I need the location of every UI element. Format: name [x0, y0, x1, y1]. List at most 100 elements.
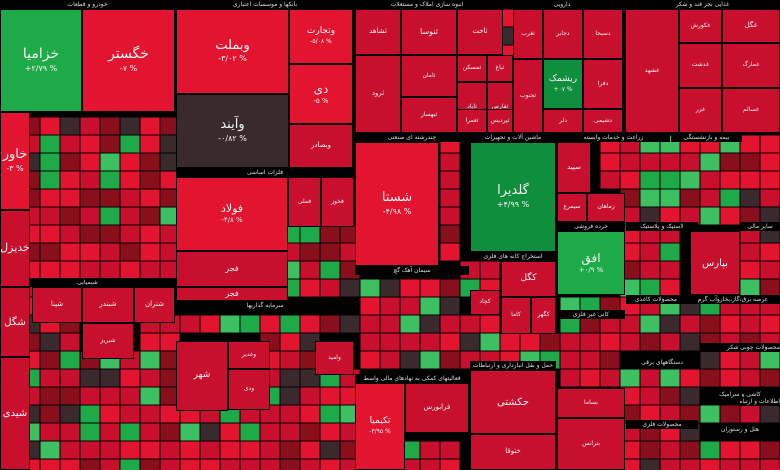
stock-tile[interactable]: ثبهساز — [401, 97, 457, 133]
stock-tile[interactable]: فولاد -۴/۸ % — [176, 177, 288, 251]
stock-tile[interactable]: فجر — [176, 287, 288, 301]
stock-tile[interactable]: ودی — [228, 369, 270, 410]
stock-tile[interactable]: دلر — [543, 109, 583, 133]
stock-symbol: ثنوسا — [420, 26, 438, 36]
sector-header: سرمایه گذاریها — [176, 301, 354, 310]
filler-tile — [120, 261, 140, 279]
stock-tile[interactable]: شبریز — [82, 323, 134, 359]
stock-tile[interactable]: ثنوسا — [401, 9, 457, 55]
stock-tile[interactable]: فرابورس — [405, 383, 469, 433]
stock-tile[interactable]: وتجارت -۵/۰۸ % — [289, 9, 353, 64]
stock-tile[interactable]: ثمسکن — [457, 55, 487, 82]
stock-tile[interactable]: کگهر — [531, 297, 556, 334]
stock-tile[interactable]: ثعمرا — [457, 109, 487, 133]
stock-tile[interactable]: بپارس — [690, 231, 740, 295]
filler-tile — [140, 423, 160, 441]
stock-tile[interactable]: ثاخت — [457, 9, 503, 55]
filler-tile — [160, 207, 180, 225]
stock-tile[interactable]: گلدیرا +۴/۹۹ % — [470, 142, 556, 252]
stock-tile[interactable]: فملی — [288, 177, 321, 227]
sector-header: زراعت و خدمات وابسته — [557, 133, 670, 142]
stock-tile[interactable]: ثباغ — [487, 55, 513, 82]
stock-tile[interactable]: وآیند -۰/۸۲ % — [176, 94, 289, 168]
stock-tile[interactable]: تکیمیا -۳/۹۵ % — [355, 383, 405, 470]
stock-tile[interactable]: دجابر — [543, 9, 583, 59]
stock-tile[interactable]: غسالم — [722, 88, 780, 133]
filler-tile — [320, 261, 340, 279]
stock-tile[interactable]: ثغرب — [513, 9, 543, 59]
stock-tile[interactable]: وامید — [315, 341, 354, 375]
stock-tile[interactable]: شیدی — [0, 357, 30, 470]
stock-symbol: ثشاهد — [369, 27, 387, 36]
stock-tile[interactable]: وبصادر — [289, 124, 353, 168]
stock-tile[interactable]: ثرود — [355, 55, 401, 133]
stock-tile[interactable]: بساما — [557, 388, 625, 418]
filler-tile — [60, 369, 80, 387]
stock-tile[interactable]: فجر — [176, 251, 288, 287]
stock-tile[interactable]: حکشتی — [470, 370, 556, 434]
stock-tile[interactable]: شگل — [0, 287, 30, 357]
stock-tile[interactable]: ریشمک +۰۷ % — [543, 59, 583, 109]
stock-tile[interactable]: خزامیا +۲/۷۹ % — [0, 9, 82, 112]
stock-tile[interactable]: دشیمی — [583, 109, 623, 133]
stock-tile[interactable]: فخوز — [321, 177, 354, 227]
stock-tile[interactable]: شهر — [176, 341, 228, 411]
stock-tile[interactable]: ثجنوب — [513, 59, 543, 133]
filler-tile — [340, 459, 360, 470]
filler-tile — [440, 297, 460, 315]
stock-tile[interactable]: ختوقا — [470, 434, 556, 470]
stock-tile[interactable]: غکورش — [679, 9, 722, 43]
filler-tile — [80, 135, 100, 153]
filler-tile — [360, 351, 380, 369]
stock-tile[interactable]: شتران — [134, 287, 175, 323]
filler-tile — [80, 261, 100, 279]
stock-tile[interactable]: غگل — [722, 9, 780, 43]
stock-tile[interactable]: دسبحا — [583, 9, 623, 59]
filler-tile — [680, 207, 700, 225]
filler-tile — [100, 225, 120, 243]
filler-tile — [200, 459, 220, 470]
stock-tile[interactable]: خاور -۳ % — [0, 112, 30, 210]
sector-header: انبوه سازی املاک و مستغلات — [355, 0, 499, 9]
stock-tile[interactable]: غشهد — [625, 9, 679, 133]
stock-tile[interactable]: بترانس — [557, 418, 625, 470]
stock-tile[interactable]: خگستر -۷ % — [82, 9, 175, 112]
stock-symbol: ثپردیس — [490, 116, 510, 124]
stock-tile[interactable]: سیمرغ — [557, 193, 587, 222]
stock-tile[interactable]: سپید — [557, 142, 591, 193]
stock-tile[interactable]: شپنا — [32, 287, 82, 323]
filler-tile — [160, 171, 180, 189]
stock-tile[interactable]: ثامان — [401, 55, 457, 97]
stock-tile[interactable]: وبملت -۳/۰۲ % — [176, 9, 289, 94]
filler-tile — [660, 369, 680, 387]
filler-tile — [580, 351, 600, 369]
stock-tile[interactable]: شبندر — [82, 287, 134, 323]
filler-tile — [320, 279, 340, 297]
filler-tile — [320, 423, 340, 441]
stock-tile[interactable]: کگل — [501, 261, 556, 297]
stock-tile[interactable]: دی -۵ % — [289, 64, 353, 124]
stock-tile[interactable]: غمارگ — [722, 43, 780, 88]
stock-symbol: فرابورس — [423, 403, 451, 412]
filler-tile — [620, 387, 640, 405]
filler-tile — [640, 387, 660, 405]
filler-tile — [740, 243, 760, 261]
stock-tile[interactable]: زماهان — [587, 193, 625, 222]
stock-tile[interactable]: وغدیر — [228, 341, 270, 369]
stock-tile[interactable]: ثپردیس — [487, 109, 513, 133]
stock-tile[interactable]: افق +۰/۹ % — [557, 231, 625, 295]
filler-tile — [740, 153, 760, 171]
stock-tile[interactable]: کچاد — [470, 290, 500, 315]
stock-symbol: شیدی — [2, 408, 28, 419]
stock-tile[interactable]: کاما — [501, 297, 531, 334]
stock-tile[interactable]: خدیزل — [0, 210, 30, 287]
stock-tile[interactable]: ثشاهد — [355, 9, 401, 55]
filler-tile — [180, 315, 200, 333]
stock-tile[interactable]: غدشت — [679, 43, 722, 88]
stock-tile[interactable]: شستا -۴/۹۸ % — [355, 142, 439, 266]
stock-tile[interactable]: دفرا — [583, 59, 623, 109]
filler-tile — [40, 153, 60, 171]
stock-symbol: ثامان — [422, 71, 436, 79]
filler-tile — [320, 243, 340, 261]
stock-tile[interactable]: غزر — [679, 88, 722, 133]
